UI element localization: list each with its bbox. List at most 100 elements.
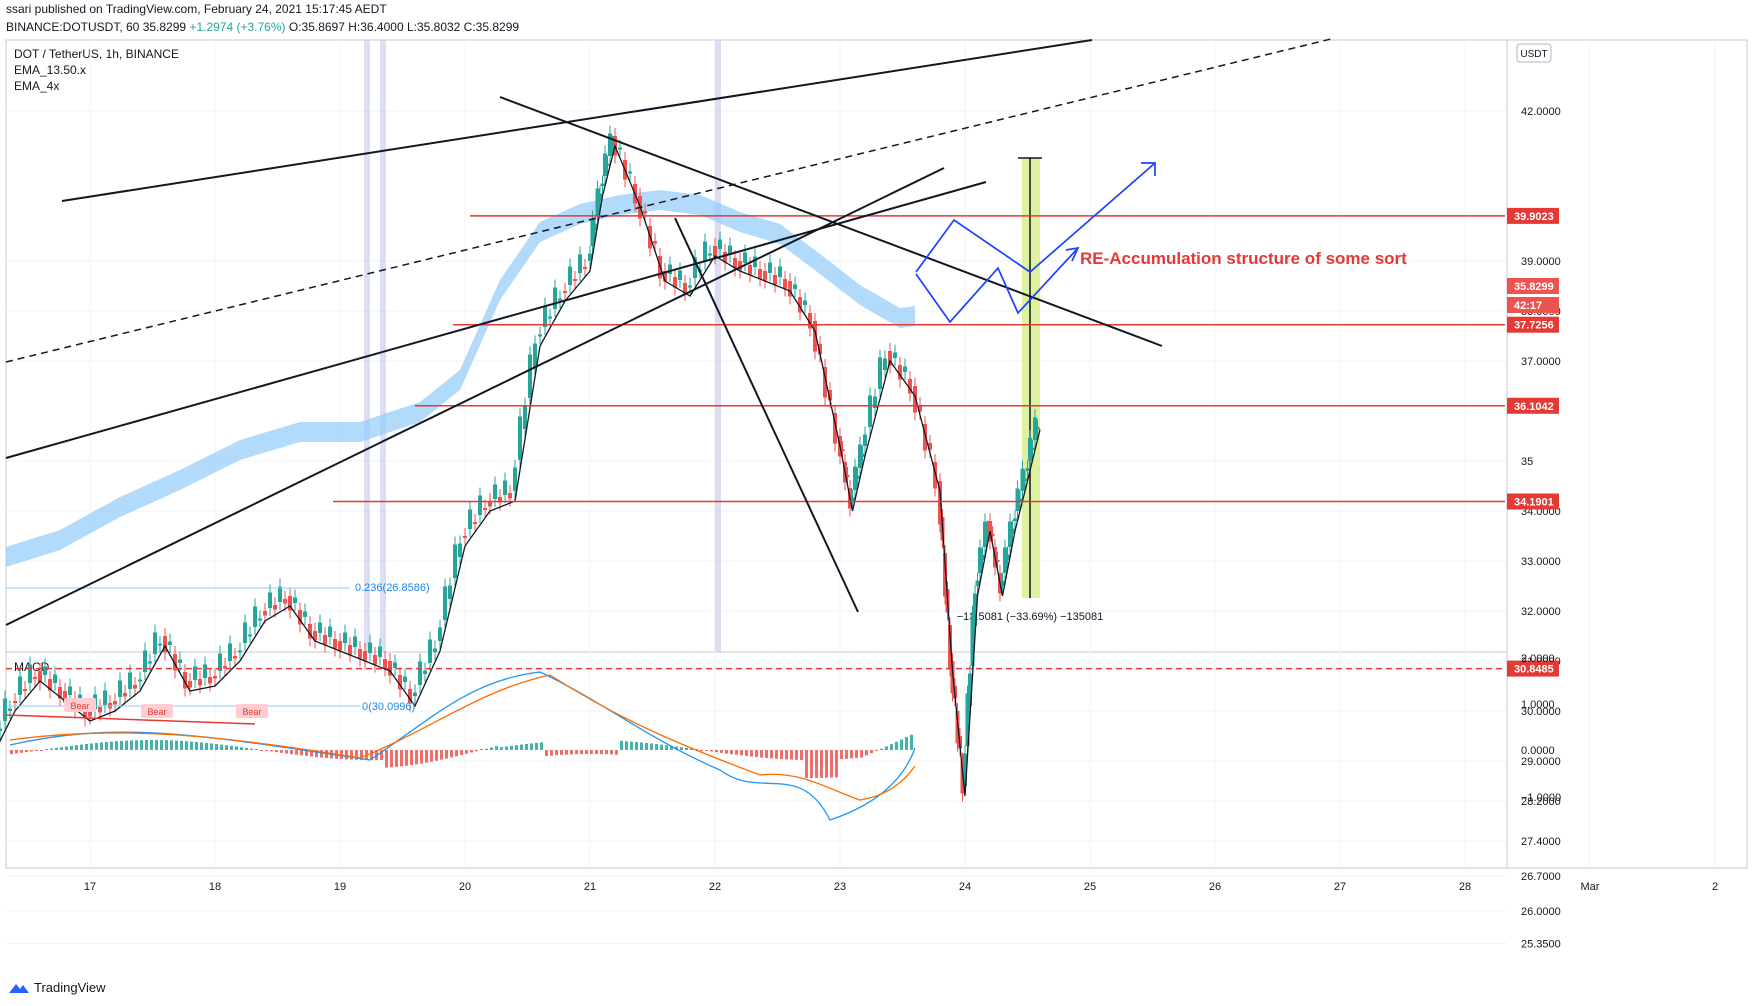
macd-bar [420, 750, 423, 764]
macd-bar [725, 750, 728, 754]
price-badge [1507, 207, 1559, 224]
price-badge [1507, 297, 1559, 313]
candle-body [3, 698, 7, 721]
macd-bar [820, 750, 823, 778]
candle-body [478, 495, 482, 515]
candle-body [63, 691, 67, 703]
macd-bar [535, 742, 538, 750]
candle-body [373, 655, 377, 665]
candle-body [803, 300, 807, 305]
time-tick-label: 20 [459, 881, 471, 893]
candle-body [708, 253, 712, 256]
macd-bar [145, 740, 148, 750]
macd-bar [100, 742, 103, 750]
candle-body [278, 586, 282, 602]
candle-body [113, 701, 117, 705]
time-tick-label: 2 [1712, 881, 1718, 893]
candle-body [818, 344, 822, 355]
ema-fast-line [0, 143, 1041, 797]
macd-tick-label: 1.0000 [1521, 699, 1555, 711]
candle-body [333, 639, 337, 649]
macd-bar [205, 742, 208, 750]
macd-bar [90, 743, 93, 750]
candle-body [263, 611, 267, 616]
candle-body [595, 188, 600, 216]
candle-body [773, 275, 777, 285]
macd-bar [830, 750, 833, 778]
candle-body [13, 701, 17, 703]
candle-body [618, 147, 622, 150]
measure-box [1022, 158, 1040, 598]
candle-body [938, 481, 942, 525]
bear-label: Bear [242, 707, 261, 717]
candle-body [1013, 518, 1017, 521]
candle-body [298, 610, 302, 625]
price-tick-label: 28.2000 [1521, 796, 1561, 808]
candle-body [605, 163, 610, 166]
macd-bar [695, 749, 698, 750]
macd-bar [430, 750, 433, 762]
candle-body [703, 241, 707, 262]
candle-body [483, 508, 487, 510]
candle-body [358, 649, 362, 659]
candle-body [418, 661, 422, 685]
macd-bar [595, 750, 598, 755]
macd-bar [165, 740, 168, 750]
price-badge-label: 37.7256 [1514, 320, 1554, 332]
last-price: 35.8299 [142, 20, 187, 34]
macd-bar [570, 750, 573, 755]
macd-bar [710, 750, 713, 752]
macd-bar [160, 740, 163, 750]
macd-bar [530, 743, 533, 750]
candle-body [208, 677, 212, 684]
macd-bar [905, 737, 908, 750]
measure-label: −13.5081 (−33.69%) −135081 [957, 611, 1104, 623]
macd-bar [800, 750, 803, 760]
macd-bar [80, 744, 83, 750]
macd-tick-label: 0.0000 [1521, 745, 1555, 757]
macd-bar [190, 741, 193, 750]
macd-tick-label: −1.0000 [1521, 792, 1561, 804]
macd-bar [120, 740, 123, 750]
candle-body [908, 379, 912, 394]
candle-body [728, 245, 732, 255]
macd-bar [900, 739, 903, 750]
candle-body [133, 685, 137, 689]
macd-bar [700, 750, 703, 751]
candle-body [453, 544, 457, 578]
candle-body [488, 501, 492, 507]
candle-body [643, 211, 647, 214]
candle-body [328, 626, 332, 637]
candle-body [593, 223, 597, 231]
candle-body [860, 453, 865, 457]
macd-bar [640, 742, 643, 750]
publisher-line: ssari published on TradingView.com, Febr… [6, 2, 387, 16]
ohlc: O:35.8697 H:36.4000 L:35.8032 C:35.8299 [288, 20, 520, 34]
candle-body [678, 270, 682, 280]
candle-body [0, 728, 2, 731]
macd-bar [350, 750, 353, 760]
candle-body [513, 467, 517, 491]
macd-bar [240, 747, 243, 750]
candle-body [128, 672, 132, 689]
candle-body [508, 493, 512, 499]
candle-body [588, 253, 592, 261]
macd-bar [295, 750, 298, 755]
time-tick-label: 25 [1084, 881, 1096, 893]
candle-body [428, 639, 432, 663]
price-tick-label: 26.0000 [1521, 906, 1561, 918]
macd-bar [490, 747, 493, 750]
candle-body [893, 352, 897, 358]
price-tick-label: 27.4000 [1521, 836, 1561, 848]
macd-bar [345, 750, 348, 760]
candle-body [163, 636, 167, 653]
candle-body [363, 651, 367, 661]
candle-body [228, 643, 232, 661]
candle-body [553, 287, 557, 309]
price-tick-label: 29.0000 [1521, 756, 1561, 768]
candle-body [763, 271, 767, 281]
candle-body [1033, 417, 1037, 441]
candle-body [823, 367, 827, 398]
candle-body [378, 646, 382, 657]
